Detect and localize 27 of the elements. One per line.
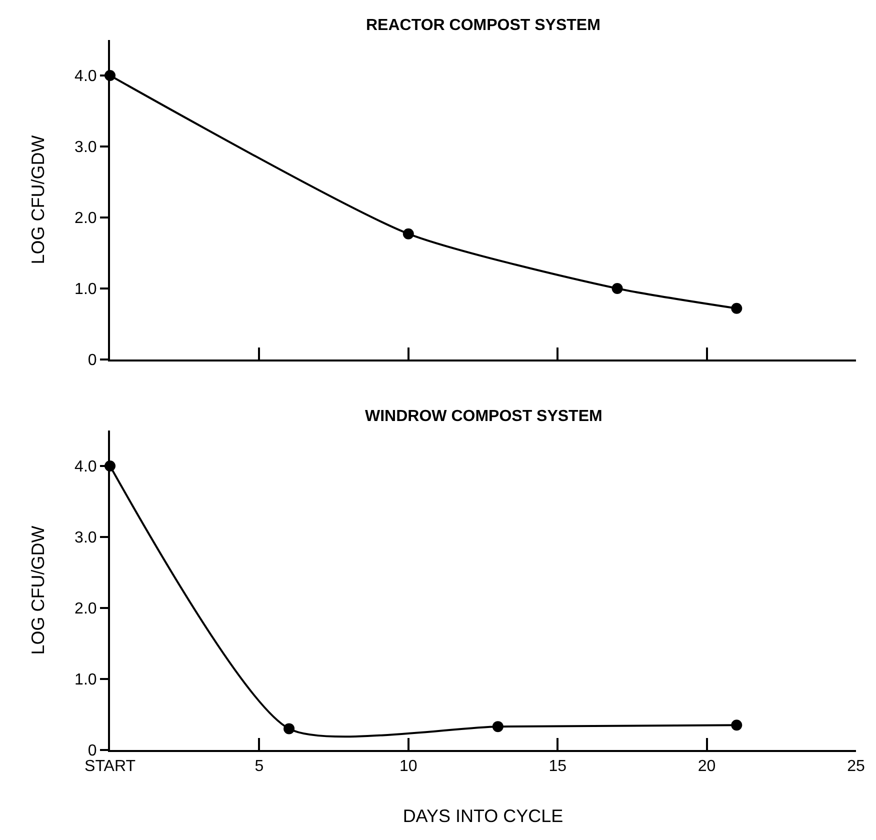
x-axis-title: DAYS INTO CYCLE [402,806,564,826]
point [612,283,623,294]
point [402,228,414,240]
y-tick-label: 4.0 [74,68,97,86]
y-tick-label: 1.0 [74,672,97,689]
y-tick-label: 3.0 [74,530,97,547]
point [731,302,742,314]
y-tick-label: 3.0 [74,139,97,156]
x-tick-label: 15 [548,758,567,776]
x-tick-label: 10 [400,758,418,776]
point [284,723,295,734]
x-tick-label: START [84,758,136,776]
x-tick-label: 5 [254,758,264,776]
chart-title: WINDROW COMPOST SYSTEM [365,408,602,425]
point [731,720,742,731]
point [492,721,504,732]
y-tick-label: 2.0 [74,600,97,618]
y-tick-label: 0 [88,742,97,760]
y-tick-label: 4.0 [74,458,97,476]
chart-title: REACTOR COMPOST SYSTEM [366,17,600,34]
x-tick-label: 25 [847,758,865,776]
y-axis-title: LOG CFU/GDW [28,526,48,655]
y-tick-label: 2.0 [74,210,97,228]
x-tick-label: 20 [698,758,716,776]
y-tick-label: 1.0 [74,281,97,298]
y-tick-label: 0 [88,352,97,370]
y-axis-title: LOG CFU/GDW [28,135,48,264]
